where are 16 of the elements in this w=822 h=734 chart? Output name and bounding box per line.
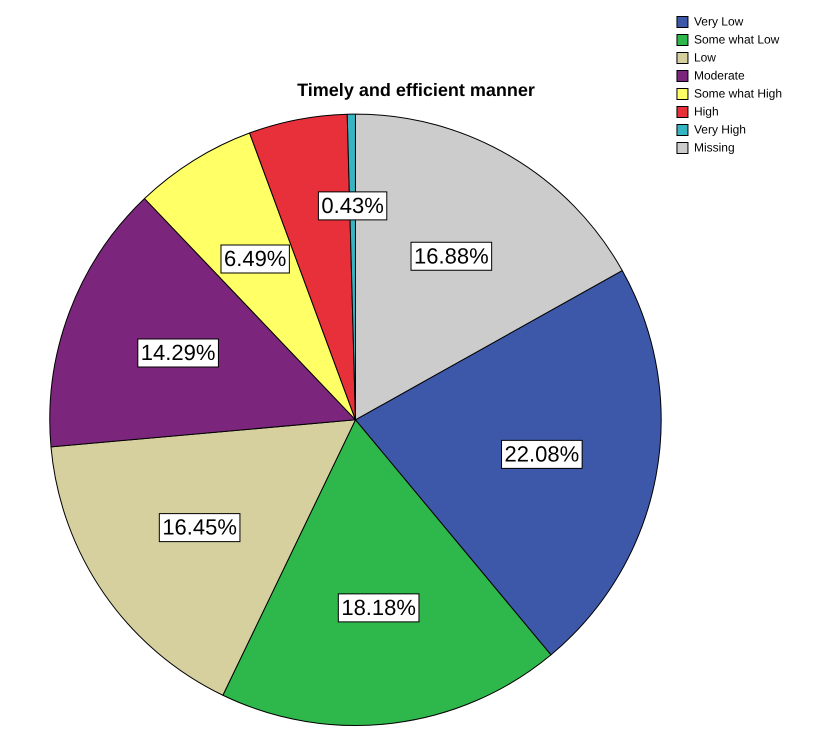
- legend-label: High: [694, 104, 719, 118]
- legend-label: Low: [694, 50, 716, 64]
- data-label: 16.88%: [414, 243, 489, 268]
- legend-label: Very Low: [694, 14, 744, 28]
- data-label: 6.49%: [224, 246, 286, 272]
- legend-label: Missing: [694, 140, 735, 154]
- data-label: 14.29%: [140, 340, 216, 366]
- legend-label: Some what High: [694, 86, 782, 100]
- data-label: 22.08%: [504, 441, 580, 466]
- data-label: 16.45%: [162, 514, 237, 540]
- legend-label: Very High: [694, 122, 746, 136]
- data-label: 18.18%: [341, 594, 416, 620]
- data-label: 0.43%: [321, 192, 384, 218]
- text: Timely and efficient manner: [297, 80, 535, 100]
- legend-label: Some what Low: [694, 32, 780, 46]
- legend-label: Moderate: [694, 68, 745, 82]
